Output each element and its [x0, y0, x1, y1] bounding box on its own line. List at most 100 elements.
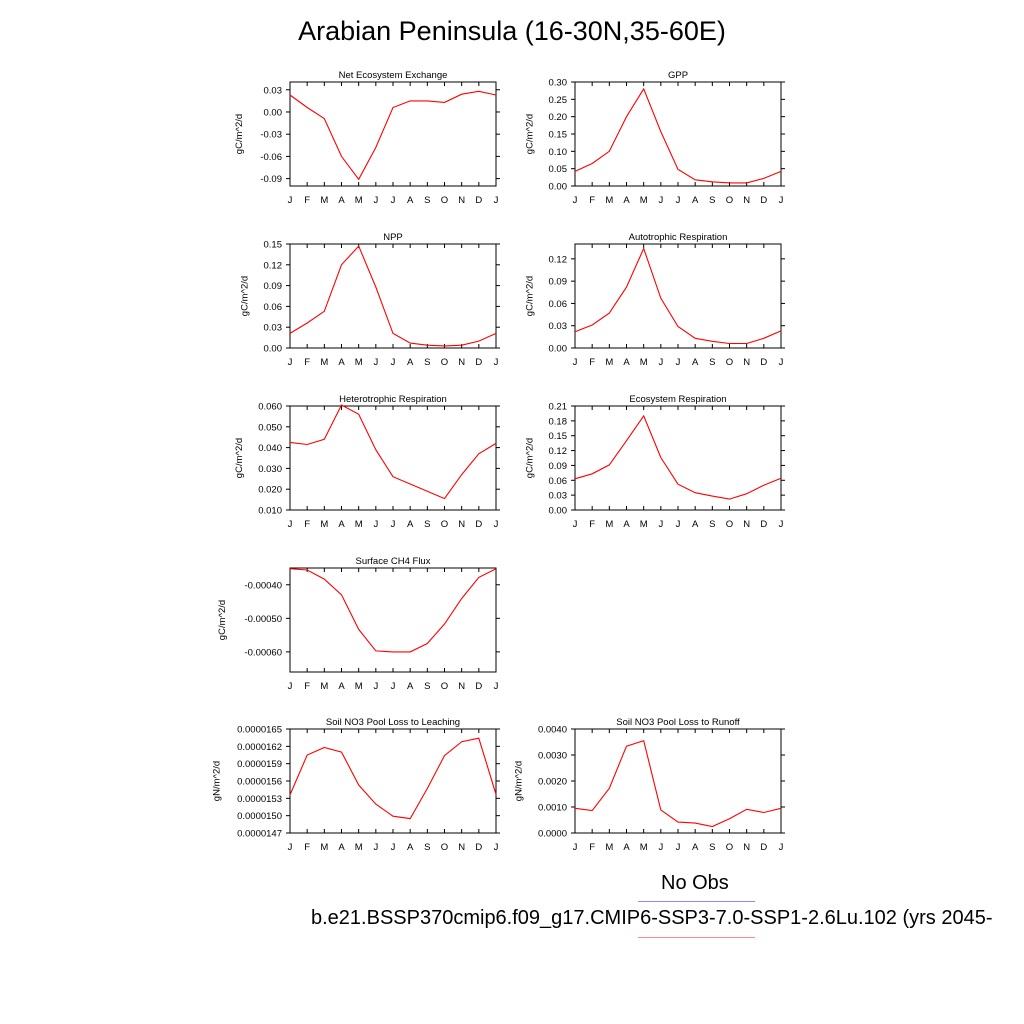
y-tick-label: 0.03: [549, 491, 568, 502]
x-tick-label: J: [573, 357, 578, 368]
x-tick-label: A: [692, 195, 699, 206]
x-tick-label: J: [676, 357, 681, 368]
x-tick-label: F: [589, 357, 595, 368]
y-tick-label: 0.25: [549, 95, 568, 106]
y-tick-label: 0.09: [264, 281, 283, 292]
chart-title: Autotrophic Respiration: [629, 232, 728, 243]
y-tick-label: 0.030: [258, 464, 282, 475]
x-tick-label: S: [709, 195, 715, 206]
y-tick-label: 0.06: [264, 302, 283, 313]
y-tick-label: 0.12: [264, 260, 283, 271]
y-tick-label: 0.00: [549, 506, 568, 517]
x-tick-label: M: [355, 519, 363, 530]
x-tick-label: D: [475, 842, 482, 853]
series-line: [289, 737, 497, 820]
x-tick-label: N: [458, 357, 465, 368]
x-tick-label: A: [338, 681, 345, 692]
x-tick-label: F: [304, 195, 310, 206]
chart-title: Soil NO3 Pool Loss to Leaching: [326, 717, 460, 728]
x-tick-label: M: [640, 519, 648, 530]
y-tick-label: 0.0000162: [237, 742, 282, 753]
y-tick-label: 0.03: [549, 321, 568, 332]
x-tick-label: A: [407, 842, 414, 853]
chart-title: Ecosystem Respiration: [629, 394, 726, 405]
x-tick-label: J: [288, 195, 293, 206]
plot-frame: [289, 567, 497, 673]
y-tick-label: 0.0020: [538, 777, 567, 788]
x-tick-label: J: [288, 842, 293, 853]
legend-run-label: b.e21.BSSP370cmip6.f09_g17.CMIP6-SSP3-7.…: [311, 907, 993, 929]
x-tick-label: A: [692, 357, 699, 368]
y-tick-label: 0.30: [549, 78, 568, 89]
x-tick-label: J: [658, 195, 663, 206]
plot-frame: [574, 728, 782, 834]
x-tick-label: M: [320, 357, 328, 368]
y-tick-label: 0.06: [549, 476, 568, 487]
x-tick-label: S: [424, 842, 430, 853]
y-tick-label: 0.10: [549, 147, 568, 158]
x-tick-label: N: [743, 842, 750, 853]
y-tick-label: 0.0000: [538, 829, 567, 840]
x-tick-label: N: [458, 195, 465, 206]
plot-frame: [574, 81, 782, 187]
x-tick-label: A: [623, 519, 630, 530]
x-tick-label: M: [605, 357, 613, 368]
y-tick-label: 0.15: [549, 431, 568, 442]
x-tick-label: F: [304, 681, 310, 692]
chart-title: GPP: [668, 70, 688, 81]
x-tick-label: M: [320, 681, 328, 692]
x-tick-label: M: [640, 842, 648, 853]
x-tick-label: S: [709, 842, 715, 853]
x-tick-label: F: [304, 842, 310, 853]
x-tick-label: D: [760, 519, 767, 530]
series-line: [574, 87, 782, 184]
x-tick-label: A: [338, 519, 345, 530]
x-tick-label: J: [391, 195, 396, 206]
series-line: [289, 404, 497, 500]
x-tick-label: M: [355, 195, 363, 206]
x-tick-label: J: [676, 519, 681, 530]
x-tick-label: A: [623, 357, 630, 368]
x-tick-label: A: [407, 519, 414, 530]
y-tick-label: 0.09: [549, 277, 568, 288]
x-tick-label: F: [304, 357, 310, 368]
x-tick-label: S: [424, 519, 430, 530]
y-tick-label: 0.06: [549, 299, 568, 310]
chart-title: Soil NO3 Pool Loss to Runoff: [616, 717, 740, 728]
x-tick-label: M: [320, 842, 328, 853]
plot-frame: [574, 405, 782, 511]
y-tick-label: 0.060: [258, 402, 282, 413]
y-tick-label: 0.0000156: [237, 777, 282, 788]
x-tick-label: O: [441, 519, 448, 530]
x-tick-label: D: [475, 519, 482, 530]
x-tick-label: O: [726, 842, 733, 853]
x-tick-label: J: [288, 519, 293, 530]
x-tick-label: J: [494, 357, 499, 368]
x-tick-label: D: [760, 195, 767, 206]
x-tick-label: M: [320, 519, 328, 530]
y-tick-label: 0.15: [264, 240, 283, 251]
x-tick-label: J: [494, 681, 499, 692]
x-tick-label: J: [391, 842, 396, 853]
x-tick-label: J: [573, 195, 578, 206]
x-tick-label: F: [589, 195, 595, 206]
x-tick-label: J: [494, 195, 499, 206]
x-tick-label: F: [304, 519, 310, 530]
y-tick-label: 0.00: [264, 344, 283, 355]
x-tick-label: J: [391, 681, 396, 692]
x-tick-label: S: [709, 357, 715, 368]
x-tick-label: M: [605, 842, 613, 853]
y-tick-label: 0.020: [258, 485, 282, 496]
x-tick-label: M: [355, 681, 363, 692]
x-tick-label: D: [760, 357, 767, 368]
x-tick-label: M: [355, 842, 363, 853]
y-axis-label: gC/m^2/d: [234, 438, 245, 478]
x-tick-label: S: [424, 357, 430, 368]
x-tick-label: J: [373, 357, 378, 368]
x-tick-label: O: [441, 681, 448, 692]
